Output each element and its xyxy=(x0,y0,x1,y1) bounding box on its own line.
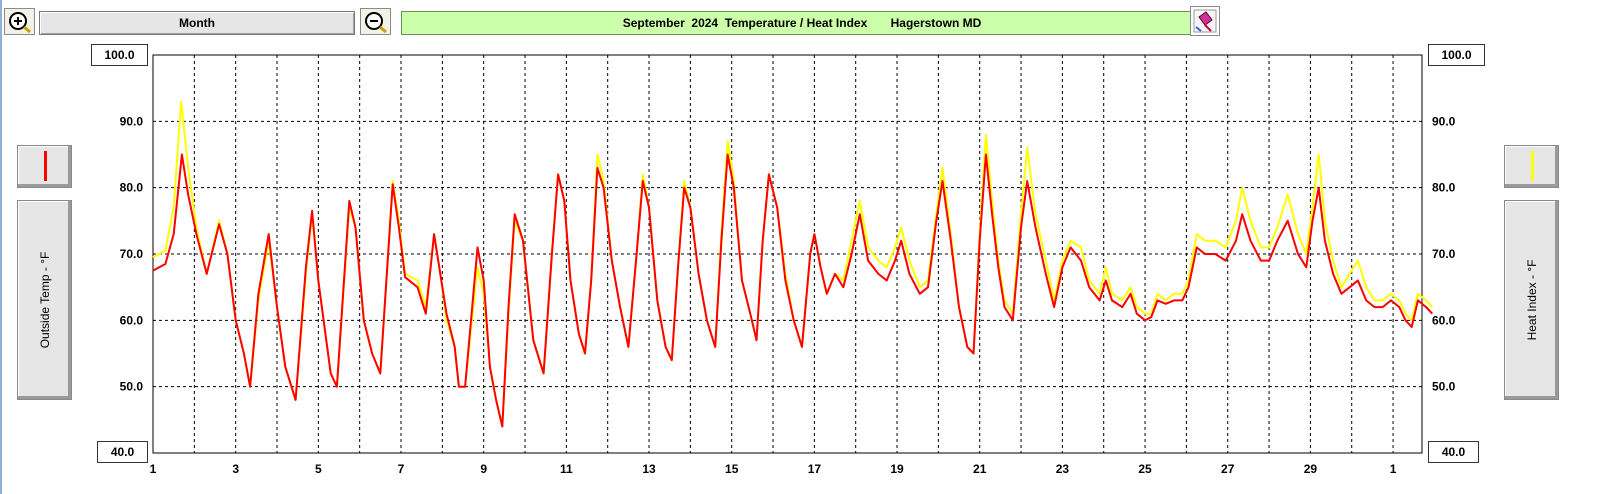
right-y-tick-label: 60.0 xyxy=(1432,313,1456,327)
paint-bucket-icon xyxy=(1193,9,1217,33)
plot-area xyxy=(152,54,1423,454)
x-tick-label: 11 xyxy=(560,462,573,476)
x-tick-label: 13 xyxy=(642,462,656,476)
x-tick-label: 1 xyxy=(1390,462,1397,476)
chart-title: September 2024 Temperature / Heat Index … xyxy=(401,11,1203,35)
x-tick-label: 7 xyxy=(398,462,405,476)
x-tick-label: 27 xyxy=(1221,462,1235,476)
period-label: Month xyxy=(179,16,215,30)
left-y-tick-label: 80.0 xyxy=(120,181,144,195)
x-tick-label: 15 xyxy=(725,462,739,476)
x-tick-label: 29 xyxy=(1304,462,1318,476)
outside-temp-axis-button[interactable]: Outside Temp - °F xyxy=(17,200,72,400)
right-y-tick-label: 80.0 xyxy=(1432,181,1456,195)
right-y-tick-label: 70.0 xyxy=(1432,247,1456,261)
right-axis-min[interactable]: 40.0 xyxy=(1428,441,1479,463)
x-tick-label: 9 xyxy=(480,462,487,476)
period-selector-button[interactable]: Month xyxy=(39,11,355,35)
x-tick-label: 25 xyxy=(1138,462,1152,476)
left-y-tick-label: 60.0 xyxy=(120,313,144,327)
heat-index-color-bar xyxy=(1531,151,1534,181)
zoom-in-icon xyxy=(9,12,31,34)
outside-temp-series-line xyxy=(152,153,1434,428)
heat-index-color-swatch[interactable] xyxy=(1504,145,1559,188)
zoom-out-icon xyxy=(365,12,387,34)
right-y-tick-label: 90.0 xyxy=(1432,114,1456,128)
x-tick-label: 17 xyxy=(808,462,822,476)
window-edge xyxy=(0,0,2,494)
left-y-tick-label: 90.0 xyxy=(120,114,144,128)
right-axis-max[interactable]: 100.0 xyxy=(1428,44,1485,66)
left-axis-min[interactable]: 40.0 xyxy=(97,441,148,463)
color-picker-button[interactable] xyxy=(1190,6,1220,36)
x-tick-label: 19 xyxy=(890,462,904,476)
left-axis-max[interactable]: 100.0 xyxy=(91,44,148,66)
x-tick-label: 1 xyxy=(150,462,157,476)
right-y-tick-label: 50.0 xyxy=(1432,380,1456,394)
outside-temp-color-bar xyxy=(44,151,47,181)
x-tick-label: 5 xyxy=(315,462,322,476)
x-tick-label: 3 xyxy=(232,462,239,476)
left-y-tick-label: 50.0 xyxy=(120,380,144,394)
zoom-out-button[interactable] xyxy=(360,8,391,35)
zoom-in-button[interactable] xyxy=(4,8,35,35)
heat-index-axis-button[interactable]: Heat Index - °F xyxy=(1504,200,1559,400)
x-tick-label: 21 xyxy=(973,462,987,476)
left-y-tick-label: 70.0 xyxy=(120,247,144,261)
x-tick-label: 23 xyxy=(1056,462,1070,476)
outside-temp-color-swatch[interactable] xyxy=(17,145,72,188)
